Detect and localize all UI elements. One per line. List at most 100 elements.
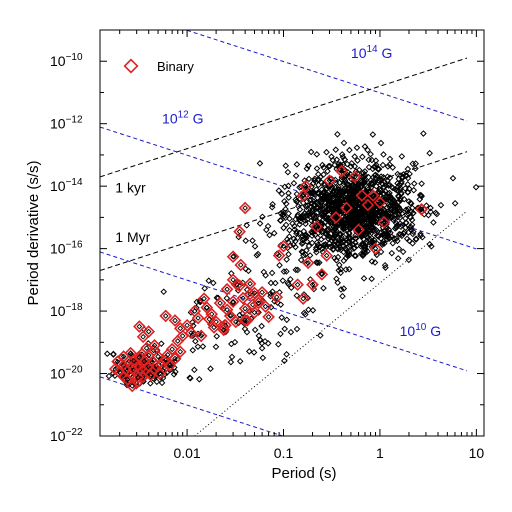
binary-point xyxy=(320,249,333,262)
pulsar-point xyxy=(207,365,214,373)
pulsar-point xyxy=(370,216,378,223)
pulsar-point xyxy=(262,272,269,279)
pulsar-point xyxy=(340,224,347,232)
binary-point xyxy=(223,309,237,323)
pulsar-point xyxy=(170,364,178,371)
binary-point-inner xyxy=(251,309,258,316)
pulsar-point xyxy=(266,231,273,239)
pulsar-point xyxy=(377,235,385,242)
pulsar-point xyxy=(285,210,292,217)
binary-point-inner xyxy=(177,348,184,355)
pulsar-point xyxy=(387,206,395,214)
pulsar-point xyxy=(243,328,251,336)
binary-point-inner xyxy=(220,327,227,333)
pulsar-point xyxy=(308,189,316,197)
y-tick-label: 10−12 xyxy=(50,115,83,132)
pulsar-point xyxy=(307,203,315,211)
pulsar-point xyxy=(352,252,360,260)
pulsar-point xyxy=(172,368,179,376)
binary-point xyxy=(291,278,304,292)
pulsar-point xyxy=(335,220,342,228)
pulsar-point xyxy=(365,173,372,181)
binary-point xyxy=(197,292,211,305)
y-tick-label: 10−22 xyxy=(50,427,83,444)
pulsar-point xyxy=(381,240,388,247)
pulsar-point xyxy=(329,246,337,253)
pulsar-point xyxy=(281,357,288,365)
binary-point-inner xyxy=(143,345,150,351)
pulsar-point xyxy=(303,231,310,239)
x-tick-label: 0.1 xyxy=(274,445,294,461)
binary-point-inner xyxy=(156,370,163,377)
pulsar-point xyxy=(290,179,298,187)
binary-point-inner xyxy=(265,314,272,320)
pulsar-point xyxy=(393,224,400,232)
binary-point-inner xyxy=(242,317,248,324)
pulsar-point xyxy=(370,209,377,217)
binary-point xyxy=(277,239,290,253)
pulsar-point xyxy=(194,343,202,350)
pulsar-point xyxy=(343,211,351,218)
age-line-label-0: 1 kyr xyxy=(115,179,146,195)
pulsar-point xyxy=(283,268,290,275)
pulsar-point xyxy=(315,175,322,183)
pulsar-point xyxy=(301,311,309,318)
pulsar-point xyxy=(192,337,199,345)
pulsar-point xyxy=(305,242,313,250)
pulsar-point xyxy=(320,171,327,178)
pulsar-point xyxy=(348,159,355,167)
pulsar-point xyxy=(409,160,417,168)
pulsar-point xyxy=(313,186,320,193)
pulsar-point xyxy=(349,195,357,202)
pulsar-point xyxy=(340,186,347,194)
pulsar-point xyxy=(259,213,266,221)
pulsar-point xyxy=(126,366,134,374)
pulsar-point xyxy=(286,226,293,234)
age-line-0 xyxy=(100,57,468,178)
binary-point-inner xyxy=(145,352,152,359)
pulsar-point xyxy=(407,226,415,234)
pulsar-point xyxy=(314,170,322,178)
pulsar-point xyxy=(433,210,441,218)
pulsar-point xyxy=(256,160,264,167)
field-line-label-0: 1014 G xyxy=(351,44,392,61)
pulsar-point xyxy=(251,326,259,334)
binary-point xyxy=(184,326,198,340)
pulsar-point xyxy=(428,243,435,250)
pulsar-point xyxy=(395,187,402,195)
pulsar-point xyxy=(352,207,359,214)
binary-point-inner xyxy=(338,168,345,175)
pulsar-point xyxy=(336,188,344,196)
pulsar-point xyxy=(264,222,272,230)
pulsar-point xyxy=(347,196,355,203)
pulsar-point xyxy=(400,195,408,203)
binary-point-inner xyxy=(365,202,371,208)
pulsar-point xyxy=(375,165,383,173)
pulsar-point xyxy=(449,174,457,182)
binary-point-inner xyxy=(300,192,307,199)
pulsar-point xyxy=(338,151,346,158)
binary-point-inner xyxy=(234,281,240,288)
pulsar-point xyxy=(316,243,323,251)
pulsar-point xyxy=(296,229,303,237)
pulsar-point xyxy=(402,219,410,226)
pulsar-point xyxy=(368,214,375,222)
pulsar-point xyxy=(409,240,416,247)
legend: Binary xyxy=(123,58,194,74)
pulsar-point xyxy=(405,185,413,193)
binary-point xyxy=(226,273,240,287)
pulsar-point xyxy=(300,235,307,243)
pulsar-point xyxy=(300,227,308,235)
pulsar-point xyxy=(317,191,325,198)
pulsar-point xyxy=(350,217,358,225)
pulsar-point xyxy=(264,340,272,347)
binary-point xyxy=(238,201,252,215)
pulsar-point xyxy=(337,162,344,170)
pulsar-point xyxy=(277,301,285,308)
binary-point-inner xyxy=(262,303,269,310)
pulsar-point xyxy=(397,190,405,198)
pulsar-point xyxy=(285,182,292,190)
pulsar-point xyxy=(368,229,375,237)
pulsar-point xyxy=(386,174,394,182)
binary-point-inner xyxy=(140,333,146,340)
